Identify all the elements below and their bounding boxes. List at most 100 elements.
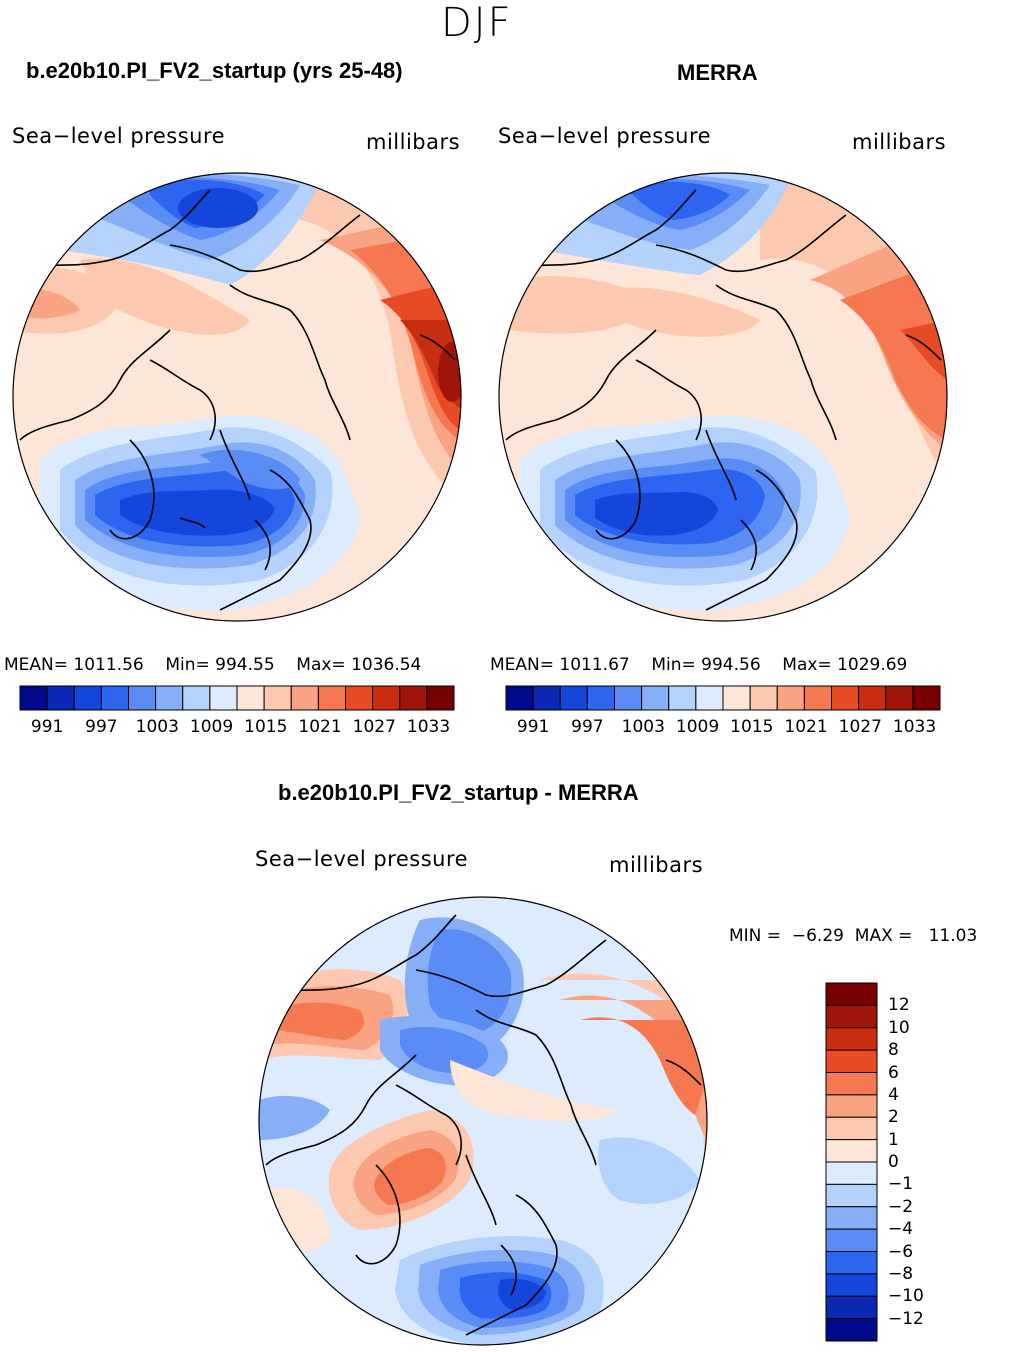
merra-min-value: 994.56 bbox=[701, 655, 761, 675]
diff-stats: MIN = −6.29 MAX = 11.03 bbox=[729, 926, 977, 946]
colorbar-tick-label: 1033 bbox=[406, 717, 451, 737]
colorbar-tick-label: 1009 bbox=[675, 717, 720, 737]
merra-panel-title: MERRA bbox=[677, 60, 758, 85]
model-mean-value: 1011.56 bbox=[73, 655, 144, 675]
colorbar-tick-label: 2 bbox=[888, 1107, 899, 1128]
colorbar-swatch bbox=[912, 685, 941, 711]
model-mean-label: MEAN= bbox=[4, 655, 68, 675]
season-title: DJF bbox=[441, 0, 513, 46]
model-variable-label: Sea−level pressure bbox=[12, 124, 226, 148]
colorbar-swatch bbox=[668, 685, 697, 711]
colorbar-swatch bbox=[825, 1094, 878, 1118]
model-max-label: Max= bbox=[296, 655, 346, 675]
colorbar-tick-label: 991 bbox=[516, 717, 550, 737]
merra-variable-label: Sea−level pressure bbox=[498, 124, 712, 148]
colorbar-swatch bbox=[128, 685, 157, 711]
colorbar-tick-label: 12 bbox=[888, 995, 910, 1016]
colorbar-tick-label: −12 bbox=[888, 1308, 924, 1329]
colorbar-tick-label: −8 bbox=[888, 1263, 914, 1284]
colorbar-tick-label: 1003 bbox=[621, 717, 665, 737]
diff-units-label: millibars bbox=[609, 853, 704, 877]
diff-min-label: MIN = bbox=[729, 926, 782, 946]
colorbar-tick-label: −6 bbox=[888, 1241, 914, 1262]
colorbar-swatch bbox=[825, 1139, 878, 1163]
merra-mean-label: MEAN= bbox=[490, 655, 554, 675]
diff-slp-field bbox=[259, 897, 707, 1345]
colorbar-swatch bbox=[825, 1072, 878, 1096]
colorbar-swatch bbox=[399, 685, 428, 711]
colorbar-swatch bbox=[831, 685, 860, 711]
model-colorbar bbox=[19, 685, 455, 711]
colorbar-tick-label: 1003 bbox=[135, 717, 179, 737]
colorbar-swatch bbox=[100, 685, 129, 711]
colorbar-swatch bbox=[73, 685, 102, 711]
colorbar-swatch bbox=[825, 1183, 878, 1208]
colorbar-swatch bbox=[825, 1206, 878, 1230]
merra-min-label: Min= bbox=[651, 655, 696, 675]
colorbar-swatch bbox=[825, 1251, 878, 1275]
colorbar-swatch bbox=[825, 1004, 878, 1029]
model-panel-title: b.e20b10.PI_FV2_startup (yrs 25-48) bbox=[26, 58, 403, 83]
colorbar-swatch bbox=[372, 685, 401, 711]
colorbar-swatch bbox=[825, 1318, 878, 1342]
merra-max-value: 1029.69 bbox=[837, 655, 908, 675]
model-units-label: millibars bbox=[366, 130, 461, 154]
colorbar-tick-label: 1021 bbox=[784, 717, 828, 737]
colorbar-swatch bbox=[345, 685, 374, 711]
colorbar-swatch bbox=[722, 685, 751, 711]
merra-units-label: millibars bbox=[852, 130, 947, 154]
colorbar-tick-label: 0 bbox=[888, 1152, 899, 1172]
colorbar-tick-label: 1015 bbox=[730, 717, 774, 737]
colorbar-swatch bbox=[182, 685, 211, 711]
colorbar-tick-label: 1 bbox=[888, 1129, 899, 1150]
colorbar-swatch bbox=[317, 685, 346, 711]
colorbar-tick-label: 997 bbox=[85, 717, 118, 737]
diff-max-value: 11.03 bbox=[928, 926, 978, 946]
merra-colorbar bbox=[505, 685, 941, 711]
merra-slp-field bbox=[499, 173, 947, 621]
colorbar-swatch bbox=[614, 685, 643, 711]
colorbar-swatch bbox=[426, 685, 455, 711]
colorbar-swatch bbox=[641, 685, 670, 711]
colorbar-swatch bbox=[505, 685, 534, 711]
colorbar-tick-label: 4 bbox=[888, 1084, 899, 1105]
merra-mean-value: 1011.67 bbox=[559, 655, 630, 675]
merra-stats: MEAN= 1011.67 Min= 994.56 Max= 1029.69 bbox=[490, 655, 907, 675]
colorbar-tick-label: 6 bbox=[888, 1062, 899, 1083]
colorbar-swatch bbox=[155, 685, 184, 711]
colorbar-swatch bbox=[803, 685, 832, 711]
colorbar-swatch bbox=[825, 1161, 878, 1185]
colorbar-tick-label: 1027 bbox=[352, 717, 396, 737]
merra-max-label: Max= bbox=[782, 655, 832, 675]
colorbar-swatch bbox=[559, 685, 588, 711]
colorbar-tick-label: 1027 bbox=[838, 717, 882, 737]
diff-panel-title: b.e20b10.PI_FV2_startup - MERRA bbox=[278, 780, 639, 805]
colorbar-swatch bbox=[749, 685, 778, 711]
colorbar-swatch bbox=[825, 1295, 878, 1320]
colorbar-tick-label: −1 bbox=[888, 1174, 914, 1195]
colorbar-tick-label: 1009 bbox=[189, 717, 234, 737]
colorbar-swatch bbox=[825, 1228, 878, 1252]
colorbar-swatch bbox=[825, 982, 878, 1006]
colorbar-tick-label: 997 bbox=[571, 717, 604, 737]
colorbar-tick-label: −10 bbox=[888, 1286, 924, 1307]
colorbar-swatch bbox=[825, 1049, 878, 1073]
colorbar-swatch bbox=[290, 685, 319, 711]
colorbar-tick-label: 991 bbox=[30, 717, 64, 737]
colorbar-swatch bbox=[695, 685, 724, 711]
colorbar-tick-label: 8 bbox=[888, 1040, 899, 1061]
colorbar-tick-label: 10 bbox=[888, 1017, 910, 1038]
colorbar-swatch bbox=[209, 685, 238, 711]
colorbar-swatch bbox=[825, 1027, 878, 1051]
colorbar-swatch bbox=[236, 685, 265, 711]
colorbar-swatch bbox=[885, 685, 914, 711]
diff-coastlines bbox=[259, 914, 702, 1336]
colorbar-swatch bbox=[825, 1116, 878, 1141]
diff-min-value: −6.29 bbox=[791, 926, 844, 946]
colorbar-swatch bbox=[776, 685, 805, 711]
model-max-value: 1036.54 bbox=[351, 655, 422, 675]
colorbar-swatch bbox=[825, 1273, 878, 1297]
colorbar-tick-label: 1021 bbox=[298, 717, 342, 737]
colorbar-swatch bbox=[586, 685, 615, 711]
